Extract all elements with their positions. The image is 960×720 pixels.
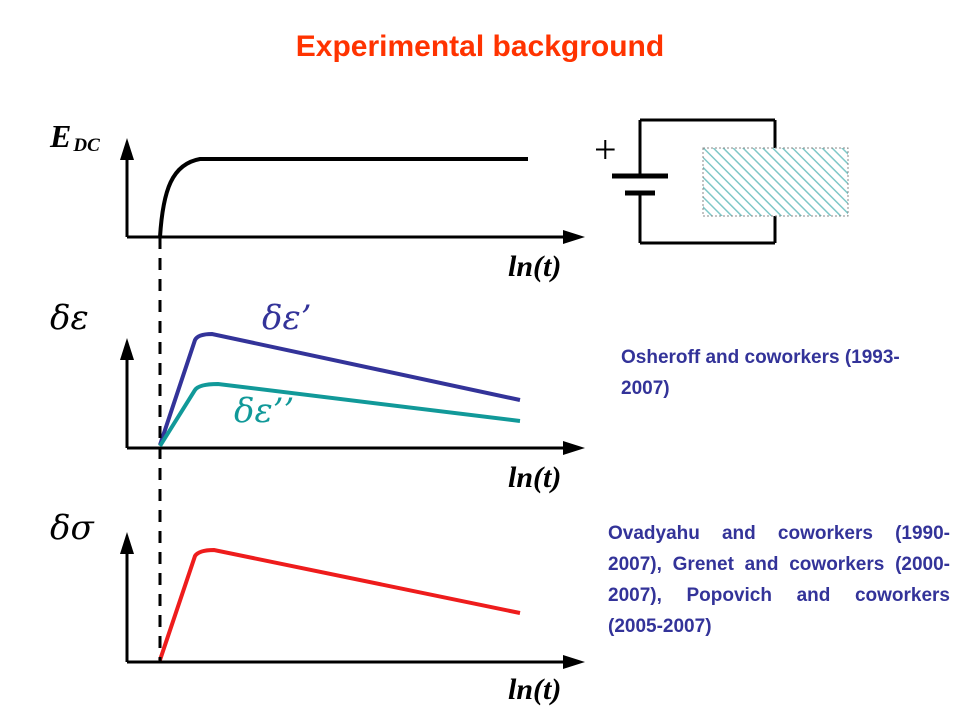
field-step-curve — [158, 157, 528, 238]
conductance-curve — [158, 547, 521, 661]
other-groups-reference-note: Ovadyahu and coworkers (1990-2007), Gren… — [608, 523, 950, 637]
permittivity-y-axis-label: δε — [50, 298, 89, 338]
conductance-y-axis-label: δσ — [50, 508, 94, 548]
permittivity-x-axis-label: ln(t) — [508, 461, 562, 494]
field-y-label-sub: DC — [73, 135, 100, 156]
osheroff-reference-note: Osheroff and coworkers (1993-2007) — [621, 347, 900, 399]
imag-permittivity-label: δε’’ — [234, 391, 295, 431]
field-axes — [120, 138, 585, 244]
dc-circuit — [612, 118, 849, 245]
field-y-axis-label: E DC — [50, 118, 100, 156]
conductance-axes — [120, 532, 585, 669]
real-permittivity-label: δε’ — [262, 298, 312, 338]
conductance-x-axis-label: ln(t) — [508, 673, 562, 706]
field-y-label-main: E — [50, 118, 72, 154]
battery-plus-sign: + — [594, 127, 617, 172]
permittivity-axes — [120, 338, 585, 455]
imag-permittivity-curve — [158, 381, 521, 448]
page-title: Experimental background — [295, 30, 665, 63]
real-permittivity-curve — [158, 331, 521, 446]
sample-block — [702, 147, 849, 217]
field-x-axis-label: ln(t) — [508, 250, 562, 283]
